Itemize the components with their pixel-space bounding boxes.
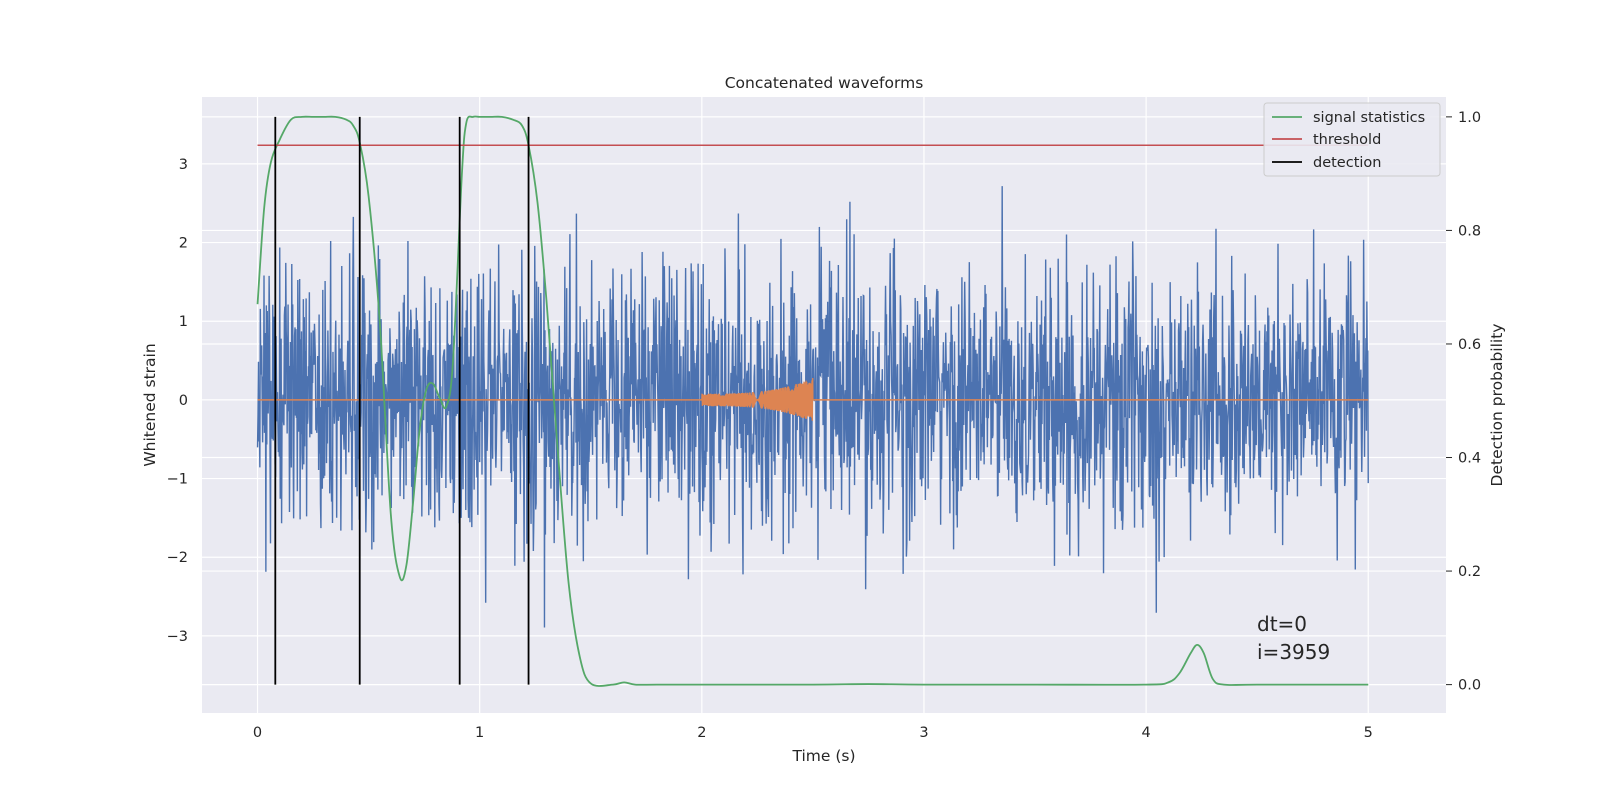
y-tick-label: 3 (179, 157, 188, 173)
x-tick-label: 0 (253, 725, 262, 741)
signal-statistics-line (256, 115, 1369, 687)
annotation-index: i=3959 (1257, 640, 1330, 664)
strain-series (256, 186, 1369, 628)
legend-label-threshold: threshold (1313, 132, 1381, 148)
signal-statistics-series (256, 115, 1369, 687)
x-tick-label: 2 (697, 725, 706, 741)
y2-tick-label: 0.8 (1458, 223, 1481, 239)
y2-tick-label: 0.4 (1458, 451, 1481, 467)
chart-title: Concatenated waveforms (725, 74, 924, 92)
annotation-dt: dt=0 (1257, 612, 1307, 636)
template-series (257, 378, 1369, 421)
y-tick-label: 1 (179, 314, 188, 330)
y-tick-label: 0 (179, 393, 188, 409)
strain-line (256, 186, 1369, 628)
legend-label-signal-statistics: signal statistics (1313, 110, 1425, 126)
x-tick-label: 5 (1364, 725, 1373, 741)
ticks: 0 1 2 3 4 5 −3 −2 −1 0 1 2 3 0.0 0.2 0.4 0.6 0.8 1.0 (167, 110, 1481, 741)
y-axis-label: Whitened strain (141, 343, 159, 466)
y-tick-label: −1 (167, 472, 188, 488)
y2-tick-label: 1.0 (1458, 110, 1481, 126)
legend: signal statistics threshold detection (1263, 102, 1441, 177)
y2-tick-label: 0.2 (1458, 564, 1481, 580)
legend-label-detection: detection (1313, 155, 1381, 171)
legend-box (1263, 102, 1441, 177)
x-tick-label: 1 (475, 725, 484, 741)
y2-axis-label: Detection probability (1488, 324, 1506, 487)
x-tick-label: 4 (1141, 725, 1150, 741)
y-tick-label: 2 (179, 236, 188, 252)
y-tick-label: −3 (167, 629, 188, 645)
y-tick-label: −2 (167, 550, 188, 566)
y2-tick-label: 0.6 (1458, 337, 1481, 353)
y2-tick-label: 0.0 (1458, 678, 1481, 694)
x-tick-label: 3 (919, 725, 928, 741)
x-axis-label: Time (s) (791, 747, 855, 765)
